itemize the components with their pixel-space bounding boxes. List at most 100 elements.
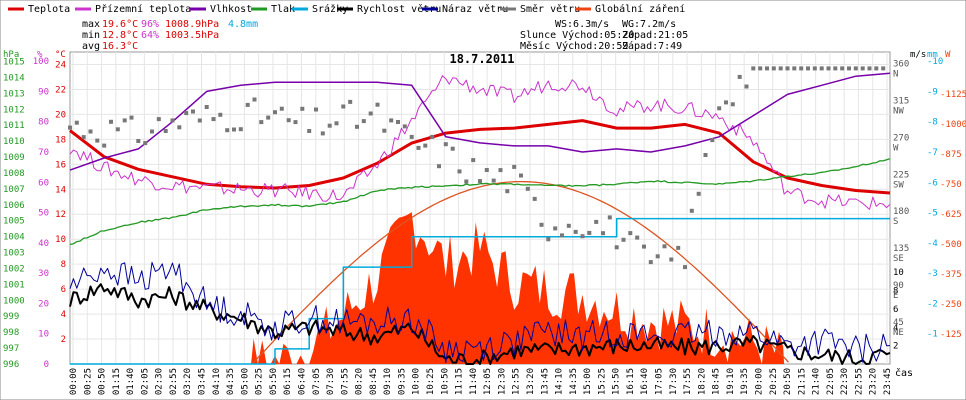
legend-item: Teplota [8,4,70,15]
legend-item: Směr větru [500,3,580,15]
hpa-tick-label: 996 [3,360,19,370]
legend-label: Teplota [28,4,70,15]
stats-avg-label: avg [82,41,100,52]
hpa-tick-label: 998 [3,328,19,338]
wind-tick-label: 4 [893,323,898,333]
x-tick-label: 00:50 [98,368,108,395]
x-tick-label: 12:30 [497,368,507,395]
wind-dir-point [580,234,585,239]
temp-tick-label: 12 [55,210,66,220]
x-axis: 00:00 00:25 00:50 01:15 01:40 02:05 02:30 02:55… [69,368,893,395]
legend-item: Vlhkost [190,4,252,15]
wdir-tick-name: SE [893,254,904,264]
wdir-tick-deg: 315 [893,96,909,106]
stats-max-rain: 4.8mm [228,19,258,30]
wind-dir-point [724,100,728,105]
wind-dir-point [300,106,305,111]
x-tick-label: 01:40 [126,368,136,395]
x-tick-label: 06:15 [283,368,293,395]
axis-units: hPa % °C m/s mm W [3,50,951,60]
x-tick-label: 10:00 [412,368,422,395]
wind-dir-point [628,231,633,236]
wind-tick-label: 10 [893,268,904,278]
wind-tick-label: 2 [893,342,898,352]
wind-dir-point [806,66,810,71]
wind-dir-point [860,66,865,71]
rain-tick-label: -3 [927,269,938,279]
stats-avg-temp: 16.3°C [102,41,138,52]
x-tick-label: 07:55 [340,368,350,395]
wind-dir-point [710,138,715,143]
wind-dir-point [95,138,100,143]
legend-label: Náraz větru [442,3,508,15]
wind-dir-point [266,115,271,120]
x-tick-label: 00:00 [69,368,79,395]
wind-dir-point [238,127,243,132]
temp-tick-label: 16 [55,160,66,170]
x-tick-label: 03:45 [198,368,208,395]
wind-dir-point [437,164,441,169]
wind-dir-point [368,111,373,116]
wind-dir-point [751,66,756,71]
wind-dir-point [621,237,626,242]
wind-dir-point [136,139,141,143]
wind-dir-point [703,153,708,157]
x-tick-label: 02:55 [169,368,179,395]
legend-label: Srážky [312,3,348,15]
rain-tick-label: -1 [927,330,938,340]
hpa-unit: hPa [3,50,19,60]
wind-dir-point [191,109,195,114]
wind-dir-point [614,245,619,250]
wdir-tick-deg: 180 [893,207,909,217]
info-moon-set: Západ:7:49 [622,40,682,52]
wdir-tick-name: S [893,217,898,227]
hpa-tick-label: 1004 [3,233,25,243]
pct-tick-label: 10 [38,330,49,340]
wind-dir-point [279,106,284,111]
wind-dir-point [478,179,482,184]
wind-dir-point [457,169,462,174]
wind-dir-point [778,66,783,71]
wind-dir-point [402,124,407,129]
temp-tick-label: 10 [55,235,66,245]
wind-dir-point [812,66,817,71]
pct-tick-label: 50 [38,209,49,219]
wind-direction-layer [68,66,886,270]
wind-dir-point [286,118,291,123]
series-line [69,75,891,210]
x-tick-label: 07:30 [326,368,336,395]
wind-dir-point [553,226,558,231]
pct-tick-label: 30 [38,269,49,279]
wind-dir-point [348,99,353,104]
x-tick-label: 05:50 [269,368,279,395]
legend-label: Přízemní teplota [95,3,191,15]
wind-dir-point [109,119,113,124]
x-tick-label: 11:40 [469,368,479,395]
wind-dir-point [792,66,797,71]
wind-dir-point [163,129,168,133]
info-block: WS:6.3m/s WG:7.2m/s Slunce Východ:05:20 … [520,19,688,52]
wind-dir-point [102,143,107,148]
wind-dir-point [197,118,202,123]
stats-min-hum: 64% [141,30,159,41]
wind-dir-point [341,104,346,109]
wind-dir-point [799,66,804,71]
legend-item: Přízemní teplota [75,3,191,15]
wind-dir-point [68,125,72,130]
x-tick-label: 19:10 [726,368,736,395]
x-tick-label: 08:20 [355,368,365,395]
wind-dir-point [566,223,571,228]
x-tick-label: 20:25 [769,368,779,395]
rad-tick-label: -250 [940,300,962,310]
wind-dir-point [771,66,776,71]
rain-tick-label: -5 [927,209,938,219]
pct-tick-label: 80 [38,118,49,128]
x-tick-label: 21:15 [797,368,807,395]
wind-dir-point [464,179,469,184]
x-tick-label: 05:00 [240,368,250,395]
hpa-tick-label: 1010 [3,137,25,147]
wind-tick-label: 6 [893,305,898,315]
wind-dir-point [88,129,93,134]
wind-dir-point [607,215,612,220]
x-tick-label: 02:30 [155,368,165,395]
